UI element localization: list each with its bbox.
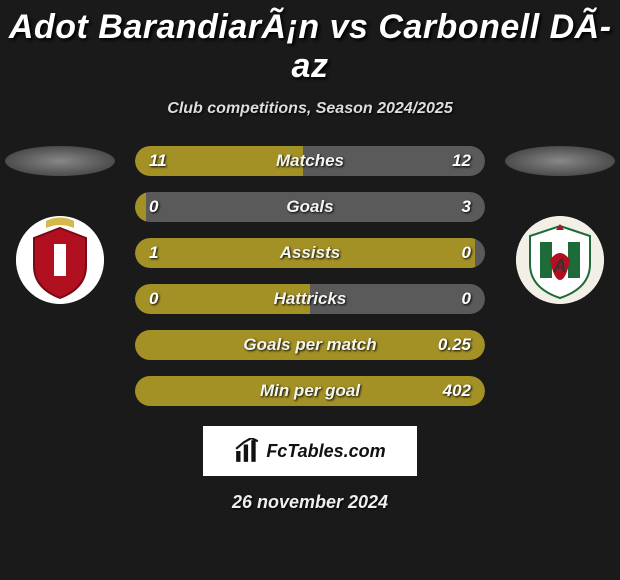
left-player-column (0, 146, 120, 304)
fctables-brand-badge: FcTables.com (205, 428, 415, 474)
stat-row: 0.25Goals per match (135, 330, 485, 360)
player-silhouette-left (5, 146, 115, 176)
stat-label: Min per goal (135, 376, 485, 406)
stat-label: Goals per match (135, 330, 485, 360)
stat-row: 10Assists (135, 238, 485, 268)
page-title: Adot BarandiarÃ¡n vs Carbonell DÃ­az (0, 0, 620, 86)
stat-bars: 1112Matches 03Goals 10Assists 00Hattricks 0.… (135, 146, 485, 422)
chart-bars-icon (234, 438, 260, 464)
stat-row: 03Goals (135, 192, 485, 222)
stat-label: Goals (135, 192, 485, 222)
club-logo-left (16, 216, 104, 304)
club-logo-right: A (516, 216, 604, 304)
player-silhouette-right (505, 146, 615, 176)
brand-label: FcTables.com (266, 441, 385, 462)
stat-label: Assists (135, 238, 485, 268)
stat-label: Matches (135, 146, 485, 176)
stat-row: 1112Matches (135, 146, 485, 176)
right-player-column: A (500, 146, 620, 304)
season-subtitle: Club competitions, Season 2024/2025 (0, 100, 620, 118)
svg-text:A: A (553, 256, 567, 276)
stat-row: 402Min per goal (135, 376, 485, 406)
stat-row: 00Hattricks (135, 284, 485, 314)
stat-label: Hattricks (135, 284, 485, 314)
snapshot-date: 26 november 2024 (0, 492, 620, 513)
stats-area: A 1112Matches 03Goals 10Assists 00Hattricks… (0, 146, 620, 416)
